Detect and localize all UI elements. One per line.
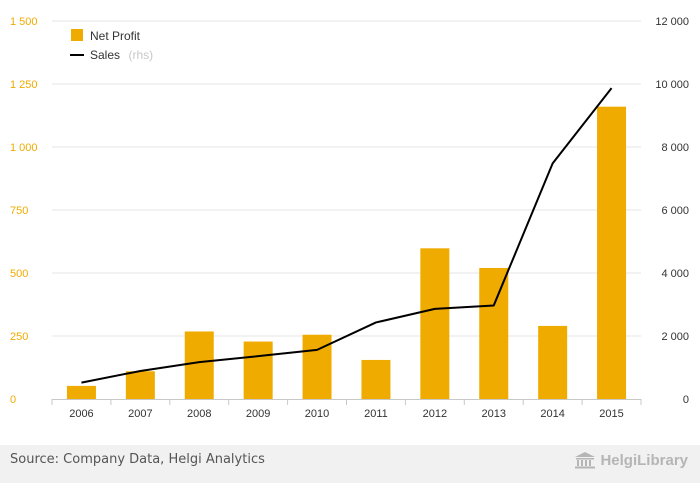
x-tick-label: 2013 <box>482 408 506 420</box>
bar-net-profit <box>538 325 568 399</box>
legend-net-profit-label: Net Profit <box>90 29 141 43</box>
legend-net-profit-swatch <box>71 29 83 41</box>
axes: 0 250 500 750 1 000 1 250 1 500 0 2 000 4 000 6 00… <box>10 16 689 420</box>
x-tick-label: 2015 <box>599 408 623 420</box>
y-left-tick-label: 1 500 <box>10 16 38 28</box>
x-tick-label: 2014 <box>540 408 564 420</box>
footer: Source: Company Data, Helgi Analytics He… <box>0 445 700 483</box>
y-right-tick-label: 0 <box>683 394 689 406</box>
y-left-tick-label: 0 <box>10 394 16 406</box>
y-left-tick-label: 1 250 <box>10 79 38 91</box>
gridlines <box>52 20 641 337</box>
y-left-tick-label: 500 <box>10 268 28 280</box>
net-profit-bars <box>66 106 627 400</box>
library-building-icon <box>575 452 596 469</box>
y-right-tick-label: 4 000 <box>661 268 689 280</box>
brand-logo[interactable]: HelgiLibrary <box>574 451 688 469</box>
bar-net-profit <box>479 267 509 399</box>
brand-name: HelgiLibrary <box>600 451 688 469</box>
y-right-tick-label: 2 000 <box>661 331 689 343</box>
y-right-tick-label: 12 000 <box>655 16 689 28</box>
bar-net-profit <box>420 248 450 399</box>
bar-net-profit <box>66 385 96 399</box>
y-left-tick-label: 1 000 <box>10 142 38 154</box>
y-right-tick-label: 6 000 <box>661 205 689 217</box>
bar-net-profit <box>125 371 155 399</box>
bar-net-profit <box>597 106 627 400</box>
y-right-tick-label: 10 000 <box>655 79 689 91</box>
legend: Net Profit Sales (rhs) <box>70 29 153 63</box>
legend-sales-text: Sales (rhs) <box>90 46 153 63</box>
x-tick-label: 2009 <box>246 408 270 420</box>
bar-net-profit <box>243 341 273 399</box>
legend-sales-rhs: (rhs) <box>128 48 153 62</box>
x-tick-label: 2012 <box>423 408 447 420</box>
y-left-tick-label: 250 <box>10 331 28 343</box>
sales-line <box>81 87 613 384</box>
x-tick-label: 2010 <box>305 408 329 420</box>
x-tick-label: 2008 <box>187 408 211 420</box>
y-right-tick-label: 8 000 <box>661 142 689 154</box>
x-tick-label: 2011 <box>364 408 388 420</box>
legend-sales-label: Sales <box>90 48 120 62</box>
chart-svg: 0 250 500 750 1 000 1 250 1 500 0 2 000 4 000 6 00… <box>10 16 689 420</box>
x-tick-label: 2007 <box>128 408 152 420</box>
x-tick-label: 2006 <box>69 408 93 420</box>
y-left-tick-label: 750 <box>10 205 28 217</box>
bar-net-profit <box>361 359 391 399</box>
chart: 0 250 500 750 1 000 1 250 1 500 0 2 000 4 000 6 00… <box>10 16 689 420</box>
sales-line-path <box>81 87 613 384</box>
bar-net-profit <box>184 331 214 399</box>
source-note: Source: Company Data, Helgi Analytics <box>10 452 265 467</box>
